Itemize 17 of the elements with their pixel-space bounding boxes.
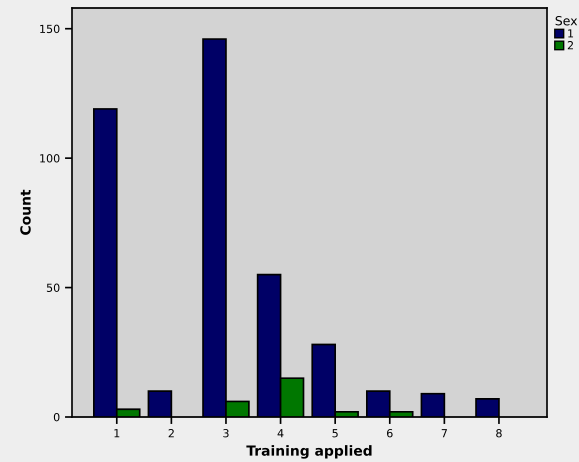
x-tick-label: 1 bbox=[114, 429, 120, 438]
x-tick-label: 6 bbox=[387, 429, 393, 438]
x-axis-title: Training applied bbox=[246, 445, 372, 459]
y-tick-label: 50 bbox=[46, 284, 60, 292]
x-tick-label: 8 bbox=[496, 429, 502, 438]
legend-label: 2 bbox=[568, 41, 573, 50]
y-axis-title: Count bbox=[20, 190, 31, 235]
legend-title: Sex bbox=[556, 16, 578, 26]
y-tick-label: 100 bbox=[40, 154, 60, 163]
legend-label: 1 bbox=[568, 29, 574, 38]
x-tick-label: 7 bbox=[442, 429, 447, 438]
x-tick-label: 2 bbox=[168, 429, 174, 438]
y-tick-label: 0 bbox=[54, 412, 60, 422]
y-tick-label: 150 bbox=[40, 24, 60, 34]
x-tick-label: 4 bbox=[278, 429, 284, 438]
x-tick-label: 3 bbox=[223, 429, 229, 438]
x-tick-label: 5 bbox=[332, 429, 338, 438]
